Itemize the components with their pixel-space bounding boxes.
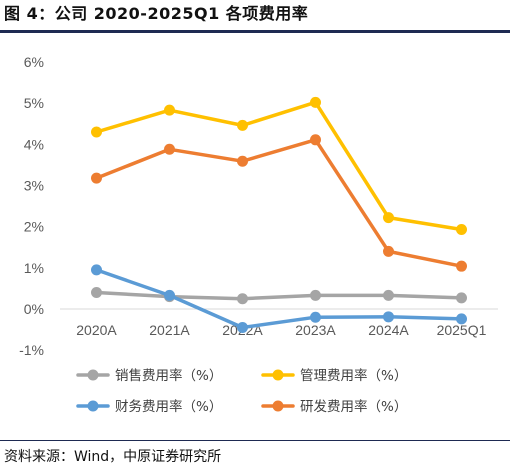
series-1 (91, 287, 467, 305)
data-point (383, 311, 394, 323)
data-point (237, 119, 248, 131)
y-tick-label: 3% (24, 178, 44, 194)
series-line (94, 100, 464, 232)
data-point (456, 260, 467, 272)
legend-item: 管理费用率（%） (261, 367, 407, 384)
line-chart: 2020A2021A2022A2023A2024A2025Q1 6%5%4%3%… (19, 54, 498, 415)
x-tick-label: 2024A (368, 322, 409, 338)
data-point (164, 289, 175, 301)
figure-title: 图 4：公司 2020-2025Q1 各项费用率 (4, 4, 309, 23)
data-point (456, 292, 467, 304)
data-point (383, 289, 394, 301)
legend-item: 财务费用率（%） (76, 398, 222, 415)
y-tick-label: 5% (24, 95, 44, 111)
source-note: 资料来源：Wind，中原证券研究所 (4, 449, 222, 465)
series-4 (91, 134, 467, 272)
legend-label: 研发费用率（%） (300, 398, 407, 415)
data-point (456, 224, 467, 236)
data-point (91, 287, 102, 299)
legend-label: 销售费用率（%） (115, 367, 222, 384)
y-tick-label: 1% (24, 260, 44, 276)
data-point (91, 172, 102, 184)
series-group (91, 96, 467, 334)
data-point (310, 96, 321, 108)
series-line (94, 290, 464, 301)
data-point (164, 104, 175, 116)
y-axis-ticks: 6% 5% 4% 3% 2% 1% 0% -1% (19, 54, 44, 358)
legend-label: 财务费用率（%） (115, 398, 222, 415)
data-point (310, 311, 321, 323)
data-point (91, 264, 102, 276)
data-point (310, 134, 321, 146)
x-tick-label: 2023A (295, 322, 336, 338)
series-line (94, 268, 464, 330)
data-point (456, 313, 467, 325)
legend-swatch-marker (272, 369, 284, 381)
data-point (237, 293, 248, 305)
legend-item: 销售费用率（%） (76, 367, 222, 384)
legend: 销售费用率（%） 管理费用率（%） 财务费用率（%） 研发费用率（%） (76, 367, 407, 415)
data-point (383, 212, 394, 224)
y-tick-label: 0% (24, 301, 44, 317)
legend-swatch-marker (87, 369, 99, 381)
series-3 (91, 264, 467, 334)
y-tick-label: 6% (24, 54, 44, 70)
series-line (94, 138, 464, 268)
source-rule (0, 440, 510, 441)
y-tick-label: 2% (24, 219, 44, 235)
data-point (237, 155, 248, 167)
data-point (310, 289, 321, 301)
x-tick-label: 2025Q1 (437, 322, 487, 338)
y-tick-label: 4% (24, 136, 44, 152)
x-tick-label: 2021A (149, 322, 190, 338)
title-rule (0, 30, 510, 33)
data-point (164, 143, 175, 155)
legend-swatch-marker (272, 400, 284, 412)
series-2 (91, 96, 467, 236)
legend-item: 研发费用率（%） (261, 398, 407, 415)
data-point (237, 322, 248, 334)
legend-label: 管理费用率（%） (300, 367, 407, 384)
x-tick-label: 2020A (76, 322, 117, 338)
legend-swatch-marker (87, 400, 99, 412)
data-point (383, 245, 394, 257)
data-point (91, 126, 102, 138)
y-tick-label: -1% (19, 342, 44, 358)
